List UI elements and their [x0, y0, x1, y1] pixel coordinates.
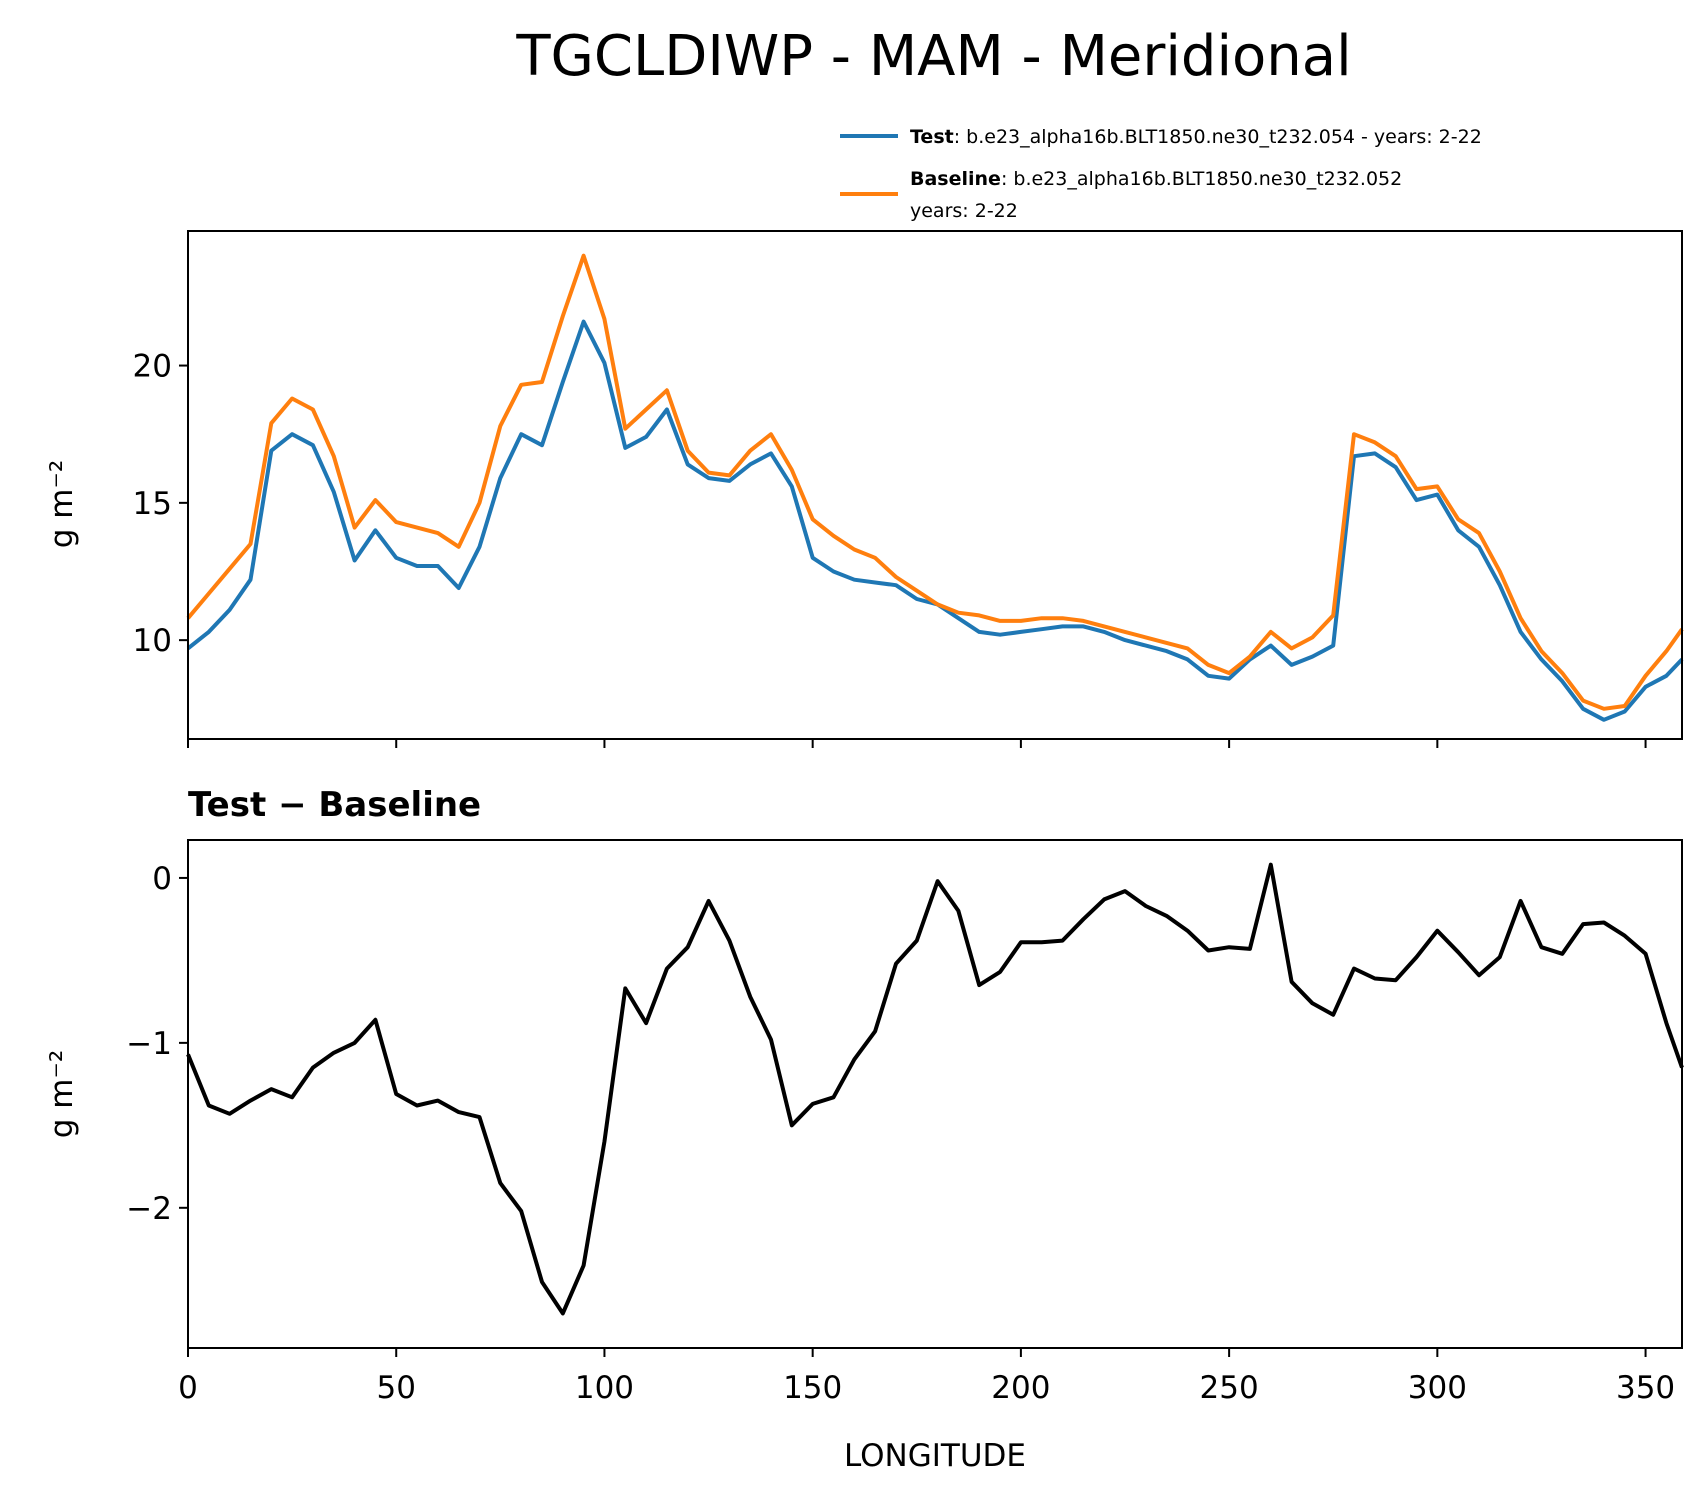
- top-y-ticks: 10 15 20: [133, 349, 188, 659]
- top-ytick-label: 10: [133, 623, 172, 659]
- bottom-series: [186, 862, 1684, 1316]
- bottom-axes-frame: [187, 839, 1683, 1349]
- bottom-ylabel: g m⁻²: [44, 1050, 80, 1139]
- top-ytick-label: 15: [133, 486, 172, 522]
- bottom-ytick-label: −1: [126, 1026, 172, 1062]
- figure-title: TGCLDIWP - MAM - Meridional: [515, 24, 1351, 89]
- legend-baseline-entry: Baseline: b.e23_alpha16b.BLT1850.ne30_t2…: [910, 168, 1402, 190]
- bottom-xtick-label: 150: [783, 1370, 842, 1406]
- bottom-xtick-label: 300: [1408, 1370, 1467, 1406]
- legend: Test: b.e23_alpha16b.BLT1850.ne30_t232.0…: [840, 126, 1482, 222]
- top-series-baseline: [186, 253, 1684, 711]
- legend-test-entry: Test: b.e23_alpha16b.BLT1850.ne30_t232.0…: [910, 126, 1482, 148]
- top-series: [186, 253, 1684, 722]
- legend-baseline-text: : b.e23_alpha16b.BLT1850.ne30_t232.052: [1001, 168, 1402, 190]
- bottom-xtick-label: 200: [991, 1370, 1050, 1406]
- bottom-xtick-label: 350: [1616, 1370, 1675, 1406]
- bottom-xtick-label: 100: [575, 1370, 634, 1406]
- top-axes: g m⁻² 10 15 20: [44, 230, 1684, 748]
- bottom-ytick-label: 0: [152, 861, 172, 897]
- legend-baseline-text-line2: years: 2-22: [910, 200, 1018, 222]
- bottom-xtick-label: 50: [376, 1370, 415, 1406]
- bottom-series-test-baseline: [186, 862, 1684, 1316]
- bottom-xtick-label: 250: [1200, 1370, 1259, 1406]
- legend-test-label: Test: [910, 126, 954, 148]
- top-axes-frame: [187, 230, 1683, 740]
- bottom-axes-title: Test − Baseline: [188, 785, 481, 825]
- bottom-axes: Test − Baseline g m⁻² −2 −1 0 0 50 100 150 200…: [44, 785, 1684, 1474]
- bottom-x-ticks: 0 50 100 150 200 250 300 350: [178, 1348, 1675, 1406]
- legend-test-text: : b.e23_alpha16b.BLT1850.ne30_t232.054 -…: [954, 126, 1482, 148]
- bottom-ytick-label: −2: [126, 1191, 172, 1227]
- top-ytick-label: 20: [133, 349, 172, 385]
- bottom-xtick-label: 0: [178, 1370, 198, 1406]
- top-x-ticks: [187, 739, 1647, 748]
- top-ylabel: g m⁻²: [44, 460, 80, 549]
- bottom-xlabel: LONGITUDE: [844, 1438, 1026, 1474]
- legend-baseline-label: Baseline: [910, 168, 1001, 190]
- bottom-y-ticks: −2 −1 0: [126, 861, 188, 1227]
